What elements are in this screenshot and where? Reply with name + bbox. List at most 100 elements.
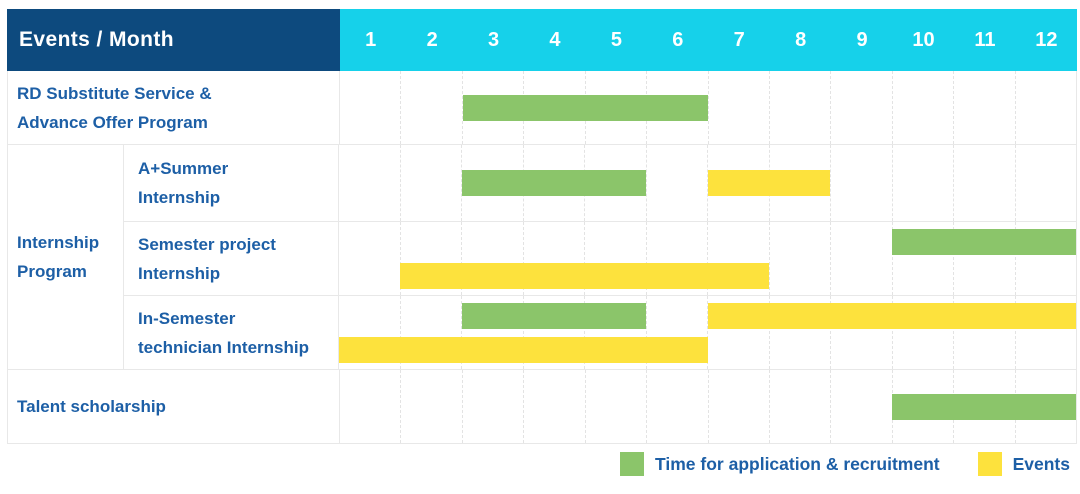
subrow-label: In-Semester technician Internship [124, 296, 339, 369]
table-body: RD Substitute Service & Advance Offer Pro… [7, 71, 1077, 444]
month-header-7: 7 [733, 28, 745, 51]
month-gridlines [339, 222, 1076, 295]
grid-cell [585, 296, 647, 369]
grid-cell [831, 145, 893, 221]
legend-swatch-green-icon [620, 452, 645, 476]
legend-item-yellow: Events [977, 452, 1070, 476]
month-gridlines [339, 296, 1076, 369]
grid-cell [954, 296, 1016, 369]
table-row: Talent scholarship [8, 369, 1076, 443]
bar-application-recruitment [461, 170, 647, 196]
table-subrow: A+Summer Internship [124, 145, 1076, 221]
grid-cell [647, 222, 708, 295]
label-line: Internship [138, 263, 221, 283]
grid-cell [893, 145, 954, 221]
table-subrow: Semester project Internship [124, 221, 1076, 295]
grid-cell [401, 370, 463, 443]
grid-cell [770, 296, 831, 369]
bar-application-recruitment [462, 94, 708, 121]
label-line: RD Substitute Service & [17, 83, 212, 103]
table-subrow: In-Semester technician Internship [124, 295, 1076, 369]
subrow-label: A+Summer Internship [124, 145, 339, 221]
month-header-9: 9 [856, 28, 868, 51]
bar-event [400, 262, 769, 289]
month-header-5: 5 [610, 28, 622, 51]
grid-cell [708, 222, 770, 295]
bar-application-recruitment [461, 302, 647, 329]
month-header-4: 4 [549, 28, 561, 51]
grid-cell [831, 71, 893, 144]
grid-cell [770, 71, 832, 144]
grid-cell [401, 71, 463, 144]
grid-cell [831, 296, 893, 369]
bar-track [339, 262, 1076, 289]
month-header-3: 3 [487, 28, 500, 51]
grid-cell [340, 71, 402, 144]
legend-label: Time for application & recruitment [655, 453, 940, 474]
table-row-group: Internship Program A+Summer Internship Semes… [8, 144, 1076, 369]
bar-event [707, 170, 831, 196]
group-subrows: A+Summer Internship Semester project Intern… [124, 145, 1076, 369]
grid-cell [524, 222, 585, 295]
grid-cell [340, 370, 402, 443]
grid-cell [401, 145, 462, 221]
grid-cell [954, 222, 1016, 295]
grid-cell [954, 145, 1016, 221]
bar-application-recruitment [891, 228, 1076, 255]
table-row: RD Substitute Service & Advance Offer Pro… [8, 71, 1076, 144]
bar-track [339, 302, 1076, 329]
grid-cell [647, 71, 709, 144]
grid-cell [770, 145, 831, 221]
bar-track [340, 393, 1076, 420]
events-month-table: Events / Month 1 2 3 4 5 6 7 8 9 10 11 12 RD Substi… [7, 9, 1077, 444]
grid-cell [524, 370, 586, 443]
bar-tracks [339, 222, 1076, 295]
grid-cell [401, 296, 462, 369]
bar-track [340, 94, 1076, 121]
bar-tracks [340, 71, 1076, 144]
bar-application-recruitment [892, 393, 1076, 420]
label-line: Program [17, 262, 87, 281]
month-header-2: 2 [426, 28, 438, 51]
bar-tracks [339, 296, 1076, 369]
label-line: Talent scholarship [17, 397, 166, 416]
grid-cell [708, 296, 770, 369]
label-line: Internship [138, 188, 221, 207]
gantt-row-chart [339, 222, 1076, 295]
month-header-12: 12 [1035, 28, 1058, 51]
month-header-6: 6 [672, 28, 684, 51]
grid-cell [893, 222, 954, 295]
row-label: RD Substitute Service & Advance Offer Pro… [8, 71, 340, 144]
grid-cell [462, 296, 524, 369]
grid-cell [339, 296, 401, 369]
grid-cell [524, 296, 585, 369]
grid-cell [586, 370, 648, 443]
label-line: A+Summer [138, 159, 229, 178]
bar-event [339, 336, 708, 363]
grid-cell [770, 222, 831, 295]
grid-cell [647, 370, 709, 443]
grid-cell [339, 222, 401, 295]
grid-cell [462, 222, 524, 295]
bar-track [339, 228, 1076, 255]
gantt-row-chart [339, 145, 1076, 221]
grid-cell [339, 145, 401, 221]
grid-cell [831, 222, 893, 295]
grid-cell [770, 370, 832, 443]
grid-cell [709, 370, 770, 443]
legend-label: Events [1012, 453, 1070, 474]
label-line: Semester project [138, 234, 276, 254]
header-title: Events / Month [7, 9, 340, 71]
legend-swatch-yellow-icon [977, 452, 1002, 476]
month-header-8: 8 [795, 28, 807, 51]
legend: Time for application & recruitment Events [620, 452, 1070, 476]
month-header-10: 10 [912, 28, 935, 51]
gantt-row-chart [340, 71, 1076, 144]
bar-track [339, 170, 1076, 196]
bar-tracks [339, 145, 1076, 221]
bar-tracks [340, 370, 1076, 443]
grid-cell [954, 71, 1016, 144]
grid-cell [463, 370, 525, 443]
row-label: Talent scholarship [8, 370, 340, 443]
